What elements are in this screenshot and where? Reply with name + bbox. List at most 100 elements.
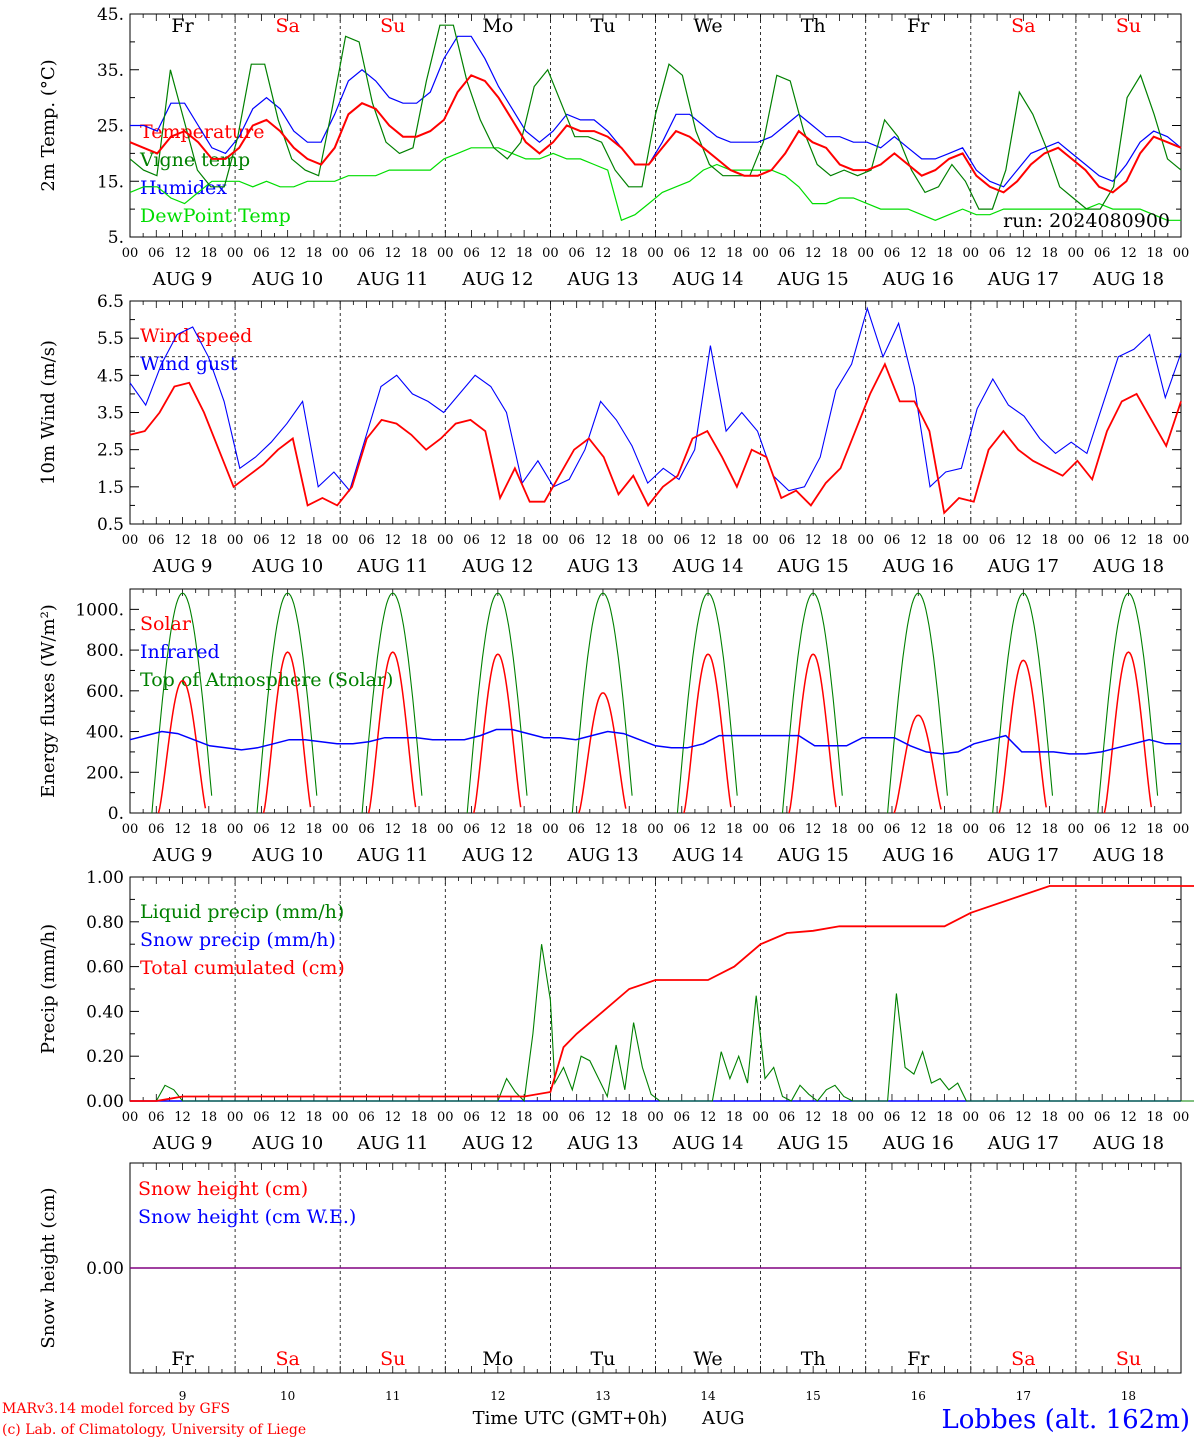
hour-tick-label: 12 <box>384 533 401 548</box>
hour-tick-label: 06 <box>779 822 796 837</box>
series-line-liquid-precip <box>130 944 1194 1103</box>
date-label: AUG 17 <box>987 845 1059 866</box>
day-of-week-label: Th <box>801 15 826 37</box>
hour-tick-label: 12 <box>174 1110 191 1125</box>
hour-tick-label: 12 <box>595 533 612 548</box>
hour-tick-label: 00 <box>437 822 454 837</box>
hour-tick-label: 12 <box>279 822 296 837</box>
day-of-week-label: Fr <box>907 1348 930 1370</box>
hour-tick-label: 18 <box>621 533 638 548</box>
x-axis-title: Time UTC (GMT+0h) <box>473 1408 668 1429</box>
hour-tick-label: 18 <box>831 533 848 548</box>
hour-tick-label: 12 <box>490 533 507 548</box>
y-tick-label: 15. <box>97 172 124 192</box>
date-label: AUG 9 <box>152 269 213 290</box>
date-label: AUG 17 <box>987 269 1059 290</box>
hour-tick-label: 06 <box>1094 1110 1111 1125</box>
hour-tick-label: 12 <box>805 1110 822 1125</box>
hour-tick-label: 00 <box>332 533 349 548</box>
hour-tick-label: 00 <box>1173 1110 1190 1125</box>
chart-panel: 5. 15. 25. 35. 45. 2m Temp. (°C) 00 06 12 18 00 06 1… <box>38 5 1189 290</box>
hour-tick-label: 06 <box>674 822 691 837</box>
hour-tick-label: 12 <box>490 246 507 261</box>
series-line-temperature <box>129 74 1182 194</box>
hour-tick-label: 12 <box>174 246 191 261</box>
day-of-week-label: Su <box>380 1348 405 1370</box>
date-label: AUG 12 <box>461 1133 533 1154</box>
hour-tick-label: 12 <box>279 533 296 548</box>
hour-tick-label: 06 <box>148 822 165 837</box>
legend-entry: Snow height (cm W.E.) <box>138 1206 356 1228</box>
hour-tick-label: 18 <box>516 533 533 548</box>
hour-tick-label: 00 <box>542 533 559 548</box>
hour-tick-label: 12 <box>595 1110 612 1125</box>
hour-tick-label: 12 <box>700 246 717 261</box>
hour-tick-label: 12 <box>174 822 191 837</box>
hour-tick-label: 06 <box>568 533 585 548</box>
hour-tick-label: 18 <box>201 822 218 837</box>
hour-tick-label: 00 <box>647 533 664 548</box>
y-axis-label: Snow height (cm) <box>38 1187 59 1348</box>
y-tick-label: 0.40 <box>86 1002 124 1022</box>
hour-tick-label: 06 <box>568 246 585 261</box>
hour-tick-label: 12 <box>1120 1110 1137 1125</box>
hour-tick-label: 06 <box>463 822 480 837</box>
hour-tick-label: 00 <box>752 533 769 548</box>
hour-tick-label: 00 <box>963 533 980 548</box>
hour-tick-label: 18 <box>306 822 323 837</box>
hour-tick-label: 00 <box>1068 246 1085 261</box>
date-label: AUG 15 <box>777 1133 849 1154</box>
y-tick-label: 0.20 <box>86 1047 124 1067</box>
day-of-week-label: Sa <box>275 1348 299 1370</box>
hour-tick-label: 06 <box>674 246 691 261</box>
hour-tick-label: 18 <box>306 1110 323 1125</box>
series-line-wind-speed <box>129 361 1182 515</box>
y-tick-label: 5.5 <box>97 329 124 349</box>
hour-tick-label: 18 <box>726 533 743 548</box>
y-tick-label: 0.60 <box>86 958 124 978</box>
date-label: AUG 10 <box>251 269 323 290</box>
date-label: AUG 13 <box>566 1133 638 1154</box>
day-of-week-label: Su <box>1116 15 1141 37</box>
hour-tick-label: 12 <box>384 1110 401 1125</box>
hour-tick-label: 00 <box>857 246 874 261</box>
y-tick-label: 600. <box>86 682 124 702</box>
legend-entry: Wind speed <box>140 325 252 347</box>
day-number-label: 12 <box>490 1389 505 1403</box>
hour-tick-label: 12 <box>595 822 612 837</box>
hour-tick-label: 06 <box>148 246 165 261</box>
hour-tick-label: 12 <box>490 1110 507 1125</box>
hour-tick-label: 00 <box>227 822 244 837</box>
hour-tick-label: 18 <box>411 533 428 548</box>
day-of-week-label: Su <box>380 15 405 37</box>
date-label: AUG 12 <box>461 556 533 577</box>
hour-tick-label: 18 <box>831 1110 848 1125</box>
date-label: AUG 10 <box>251 556 323 577</box>
hour-tick-label: 18 <box>306 533 323 548</box>
hour-tick-label: 00 <box>1173 246 1190 261</box>
hour-tick-label: 06 <box>253 1110 270 1125</box>
run-annotation: run: 2024080900 <box>1003 210 1170 232</box>
legend-entry: Liquid precip (mm/h) <box>140 901 344 923</box>
hour-tick-label: 18 <box>516 246 533 261</box>
hour-tick-label: 06 <box>463 246 480 261</box>
hour-tick-label: 00 <box>963 1110 980 1125</box>
day-number-label: 15 <box>806 1389 821 1403</box>
y-tick-label: 45. <box>97 5 124 25</box>
day-number-label: 9 <box>179 1389 187 1403</box>
hour-tick-label: 00 <box>332 822 349 837</box>
hour-tick-label: 18 <box>516 822 533 837</box>
day-of-week-label: We <box>693 1348 722 1370</box>
hour-tick-label: 18 <box>1146 246 1163 261</box>
hour-tick-label: 00 <box>857 1110 874 1125</box>
date-label: AUG 10 <box>251 845 323 866</box>
hour-tick-label: 00 <box>752 1110 769 1125</box>
hour-tick-label: 00 <box>647 1110 664 1125</box>
hour-tick-label: 18 <box>201 1110 218 1125</box>
hour-tick-label: 18 <box>1041 822 1058 837</box>
y-tick-label: 4.5 <box>97 366 124 386</box>
y-tick-label: 0.5 <box>97 515 124 535</box>
hour-tick-label: 00 <box>1068 822 1085 837</box>
day-of-week-label: Sa <box>275 15 299 37</box>
series-line-humidex <box>130 35 1182 188</box>
